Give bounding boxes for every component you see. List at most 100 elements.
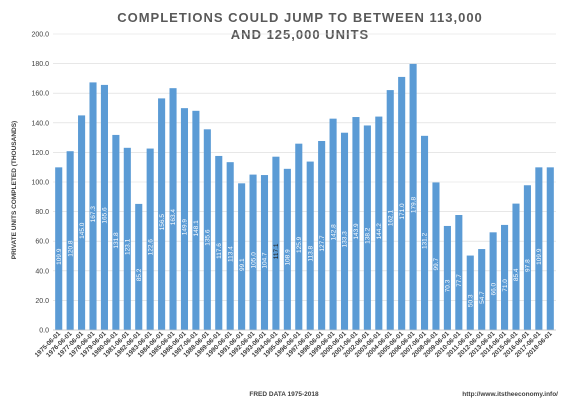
data-label: 179.8 <box>410 196 417 213</box>
bar <box>283 168 291 330</box>
data-label: 135.6 <box>205 229 212 246</box>
bar <box>238 183 246 330</box>
data-label: 131.8 <box>113 232 120 249</box>
data-label: 109.9 <box>536 248 543 265</box>
data-label: 148.1 <box>193 220 200 237</box>
bar <box>306 161 314 330</box>
data-label: 77.7 <box>456 274 463 287</box>
bar <box>158 98 166 330</box>
bar <box>192 110 200 330</box>
data-label: 122.6 <box>147 239 154 256</box>
bar <box>146 148 154 330</box>
data-label: 66.0 <box>490 282 497 295</box>
data-label: 145.0 <box>79 222 86 239</box>
data-label: 109.9 <box>56 248 63 265</box>
bar <box>523 185 531 330</box>
y-tick-label: 80.0 <box>35 209 49 216</box>
data-label: 123.1 <box>125 238 132 255</box>
source-url: http://www.itstheeconomy.info/ <box>462 391 558 398</box>
data-label: 144.2 <box>376 223 383 240</box>
data-label: 162.1 <box>387 210 394 227</box>
bar <box>546 167 554 330</box>
bar <box>260 175 269 330</box>
bar <box>100 84 108 330</box>
data-label: 143.9 <box>353 223 360 240</box>
data-label: 105.0 <box>250 252 257 269</box>
bar <box>78 115 86 331</box>
y-tick-label: 160.0 <box>31 91 49 98</box>
bar <box>420 135 429 330</box>
bar <box>123 147 131 330</box>
bar <box>203 129 211 330</box>
chart-title-line-2: AND 125,000 UNITS <box>231 27 369 42</box>
bar <box>501 224 509 330</box>
data-label: 120.8 <box>67 240 74 257</box>
data-label: 167.3 <box>90 206 97 223</box>
data-label: 171.0 <box>399 203 406 220</box>
data-label: 142.8 <box>330 224 337 241</box>
chart-title-line-1: COMPLETIONS COULD JUMP TO BETWEEN 113,00… <box>117 10 483 25</box>
bar <box>180 108 189 330</box>
data-labels: 109.9 120.8 145.0 167.3 165.6 131.8 123.1 85.2 1… <box>56 196 543 307</box>
bar <box>352 117 360 330</box>
data-label: 125.9 <box>296 236 303 253</box>
bar <box>432 182 440 330</box>
bar <box>466 255 474 330</box>
bar <box>398 76 406 330</box>
bar <box>375 116 383 330</box>
bar <box>249 174 257 330</box>
data-label: 99.7 <box>433 258 440 271</box>
bar <box>89 82 97 330</box>
bar <box>443 225 451 330</box>
data-label: 156.5 <box>159 214 166 231</box>
y-tick-label: 120.0 <box>31 150 49 157</box>
bar <box>272 156 280 330</box>
data-label: 133.3 <box>342 231 349 248</box>
bar <box>340 132 349 330</box>
y-tick-label: 140.0 <box>31 120 49 127</box>
bars <box>55 63 554 331</box>
data-label: 117.1 <box>273 243 280 259</box>
bar <box>318 141 326 330</box>
data-label: 149.9 <box>182 219 189 236</box>
data-label: 54.7 <box>479 291 486 304</box>
bar <box>535 167 543 330</box>
bar <box>512 203 520 330</box>
y-tick-label: 40.0 <box>35 268 49 275</box>
bar <box>386 90 394 330</box>
bar <box>478 249 486 330</box>
bar <box>226 162 234 330</box>
bar <box>295 143 303 330</box>
data-label: 108.9 <box>285 249 292 266</box>
data-label: 113.8 <box>307 246 314 262</box>
bar <box>66 151 74 330</box>
source-note: FRED DATA 1975-2018 <box>249 391 319 398</box>
y-tick-label: 100.0 <box>31 180 49 187</box>
data-label: 85.2 <box>136 268 143 281</box>
data-label: 70.3 <box>445 279 452 292</box>
data-label: 97.8 <box>525 259 532 272</box>
y-axis-ticks: 0.0 20.0 40.0 60.0 80.0 100.0 120.0 140.0 160.0 1… <box>31 32 49 335</box>
bar <box>112 134 120 330</box>
y-tick-label: 20.0 <box>35 298 49 305</box>
data-label: 71.0 <box>502 279 509 292</box>
x-axis-ticks: 1975-06-011976-06-011977-06-011978-06-01… <box>34 330 554 359</box>
bar <box>329 118 337 330</box>
bar <box>489 232 497 330</box>
y-tick-label: 200.0 <box>31 32 49 39</box>
y-axis-label: PRIVATE UNITS COMPLETED (THOUSANDS) <box>11 121 18 259</box>
bar <box>215 155 223 330</box>
data-label: 131.2 <box>422 232 429 249</box>
data-label: 138.2 <box>365 227 372 244</box>
bar <box>55 167 63 330</box>
data-label: 165.6 <box>102 207 109 224</box>
bar <box>455 215 463 330</box>
data-label: 117.6 <box>216 243 223 259</box>
y-tick-label: 0.0 <box>39 328 49 335</box>
data-label: 113.4 <box>227 246 234 262</box>
data-label: 104.7 <box>262 252 269 269</box>
data-label: 85.4 <box>513 268 520 281</box>
bar <box>169 88 177 330</box>
bar <box>409 63 417 331</box>
